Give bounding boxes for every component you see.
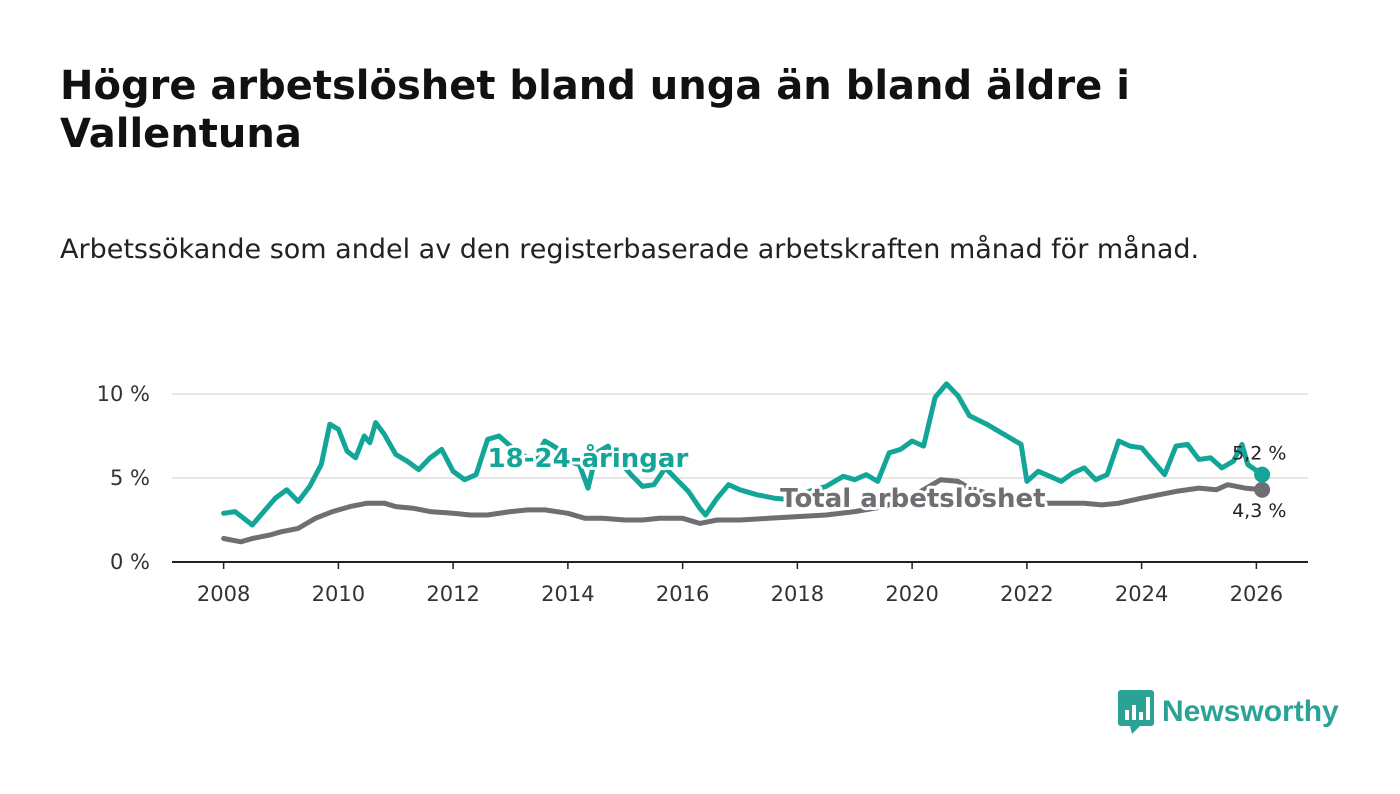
x-tick-label: 2010 bbox=[312, 582, 365, 606]
series-end-point bbox=[1254, 466, 1271, 483]
chart-subtitle: Arbetssökande som andel av den registerb… bbox=[60, 234, 1200, 265]
x-tick-label: 2026 bbox=[1230, 582, 1283, 606]
x-tick-label: 2024 bbox=[1115, 582, 1168, 606]
x-axis: 2008 2010 2012 2014 2016 2018 2020 2022 2024 2026 bbox=[172, 561, 1308, 606]
x-tick-label: 2016 bbox=[656, 582, 709, 606]
series-labels: 4,3 % 5,2 % 18-24-åringar Total arbetslöshe… bbox=[485, 439, 1287, 522]
series-line bbox=[221, 381, 1265, 528]
series-label-youth: 18-24-åringar bbox=[488, 442, 689, 474]
newsworthy-logo-text: Newsworthy bbox=[1162, 695, 1339, 728]
x-tick-label: 2020 bbox=[885, 582, 938, 606]
newsworthy-logo: Newsworthy bbox=[1118, 690, 1339, 734]
y-tick-label: 0 % bbox=[110, 550, 150, 574]
y-tick-label: 5 % bbox=[110, 466, 150, 490]
x-tick-label: 2012 bbox=[426, 582, 479, 606]
series-label-total: Total arbetslöshet bbox=[780, 484, 1045, 514]
line-chart: 0 %5 %10 % 2008 2010 2012 2014 2016 2018 2020 2… bbox=[97, 381, 1308, 606]
y-axis: 0 % 5 % 10 % bbox=[97, 382, 150, 574]
series-lines bbox=[221, 381, 1271, 545]
x-tick-label: 2008 bbox=[197, 582, 250, 606]
newsworthy-logo-icon bbox=[1118, 690, 1154, 734]
x-tick-label: 2014 bbox=[541, 582, 594, 606]
gridlines bbox=[172, 393, 1308, 479]
chart-title: Högre arbetslöshet bland unga än bland ä… bbox=[60, 63, 1130, 157]
series-end-label: 4,3 % bbox=[1232, 500, 1286, 522]
y-tick-label: 10 % bbox=[97, 382, 150, 406]
x-tick-label: 2018 bbox=[771, 582, 824, 606]
x-tick-label: 2022 bbox=[1000, 582, 1053, 606]
series-line bbox=[221, 477, 1265, 545]
series-end-label: 5,2 % bbox=[1232, 443, 1286, 465]
series-end-point bbox=[1254, 481, 1271, 498]
